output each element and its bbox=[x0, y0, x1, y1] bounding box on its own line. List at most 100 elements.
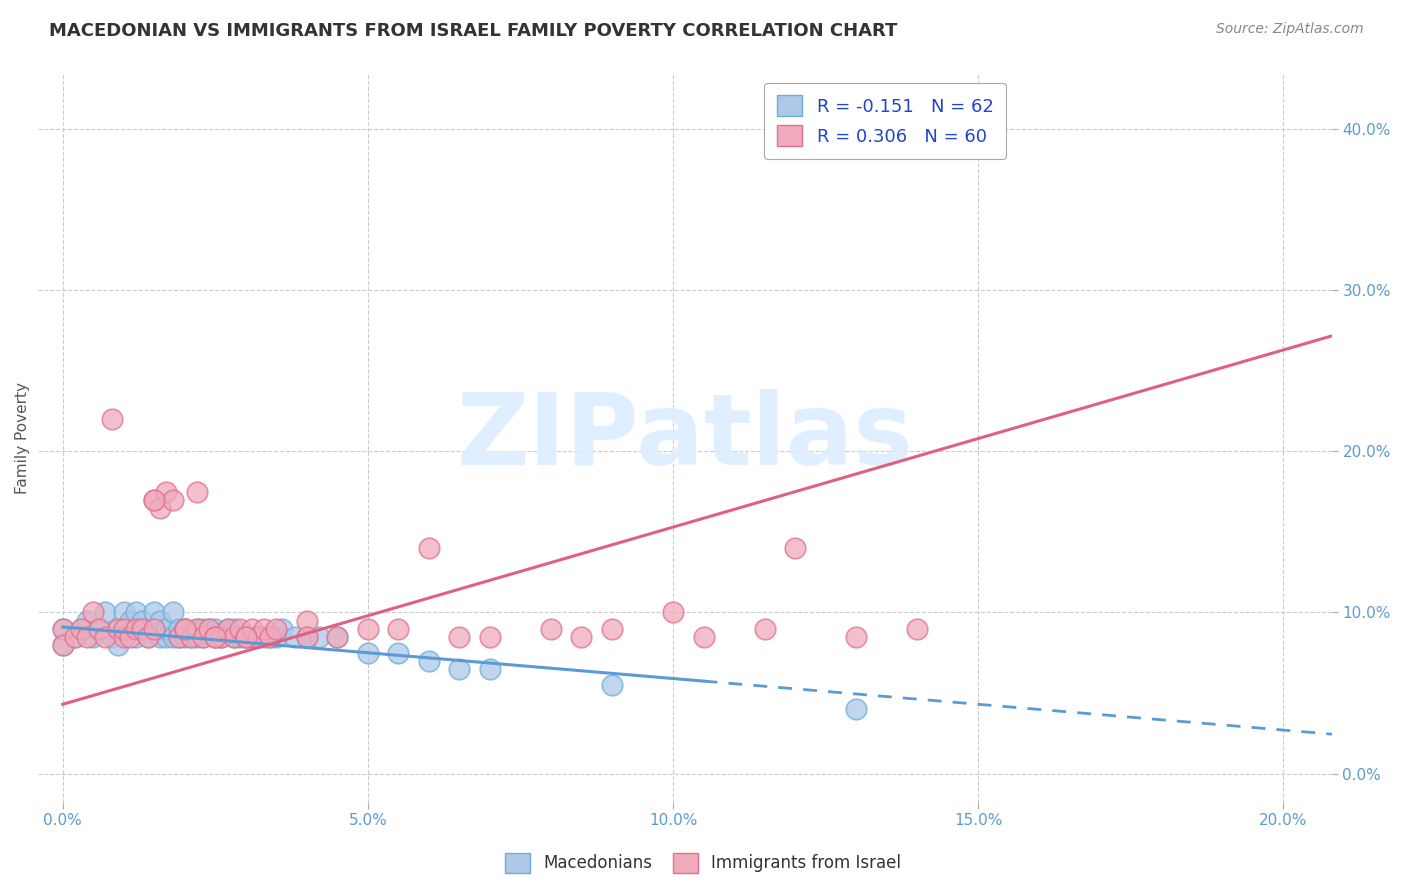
Point bbox=[295, 614, 318, 628]
Point bbox=[186, 622, 208, 636]
Point bbox=[112, 630, 135, 644]
Point bbox=[191, 630, 214, 644]
Point bbox=[217, 622, 239, 636]
Point bbox=[76, 614, 98, 628]
Point bbox=[198, 622, 221, 636]
Point bbox=[253, 622, 276, 636]
Point bbox=[112, 622, 135, 636]
Point bbox=[76, 630, 98, 644]
Point bbox=[326, 630, 349, 644]
Legend: Macedonians, Immigrants from Israel: Macedonians, Immigrants from Israel bbox=[499, 847, 907, 880]
Point bbox=[247, 630, 270, 644]
Point bbox=[82, 606, 104, 620]
Point bbox=[449, 630, 471, 644]
Point bbox=[149, 500, 172, 515]
Point bbox=[600, 678, 623, 692]
Point bbox=[63, 630, 86, 644]
Point bbox=[449, 662, 471, 676]
Point bbox=[783, 541, 806, 555]
Point bbox=[173, 630, 195, 644]
Point bbox=[136, 630, 159, 644]
Point bbox=[308, 630, 330, 644]
Point bbox=[271, 622, 294, 636]
Point bbox=[100, 630, 122, 644]
Legend: R = -0.151   N = 62, R = 0.306   N = 60: R = -0.151 N = 62, R = 0.306 N = 60 bbox=[765, 83, 1007, 159]
Point bbox=[235, 630, 257, 644]
Point bbox=[191, 630, 214, 644]
Point bbox=[204, 622, 226, 636]
Point bbox=[173, 622, 195, 636]
Point bbox=[259, 630, 281, 644]
Point bbox=[131, 622, 153, 636]
Point bbox=[387, 646, 409, 660]
Point bbox=[107, 638, 129, 652]
Point bbox=[259, 630, 281, 644]
Point bbox=[89, 622, 111, 636]
Point bbox=[125, 630, 148, 644]
Point bbox=[204, 630, 226, 644]
Point bbox=[357, 646, 380, 660]
Y-axis label: Family Poverty: Family Poverty bbox=[15, 382, 30, 494]
Point bbox=[266, 622, 288, 636]
Point bbox=[222, 630, 245, 644]
Point bbox=[180, 630, 202, 644]
Point bbox=[149, 614, 172, 628]
Point bbox=[418, 654, 440, 668]
Point bbox=[209, 630, 232, 644]
Point bbox=[284, 630, 307, 644]
Point bbox=[228, 630, 250, 644]
Point bbox=[186, 484, 208, 499]
Point bbox=[235, 630, 257, 644]
Point bbox=[82, 630, 104, 644]
Point bbox=[845, 630, 868, 644]
Point bbox=[155, 630, 177, 644]
Point bbox=[131, 622, 153, 636]
Point bbox=[357, 622, 380, 636]
Point bbox=[180, 630, 202, 644]
Point bbox=[186, 622, 208, 636]
Point bbox=[173, 622, 195, 636]
Point bbox=[107, 622, 129, 636]
Point bbox=[198, 622, 221, 636]
Point bbox=[143, 492, 166, 507]
Point bbox=[845, 702, 868, 716]
Point bbox=[905, 622, 928, 636]
Point bbox=[692, 630, 714, 644]
Point bbox=[155, 484, 177, 499]
Point bbox=[107, 622, 129, 636]
Point bbox=[63, 630, 86, 644]
Point bbox=[118, 630, 141, 644]
Point bbox=[136, 630, 159, 644]
Point bbox=[295, 630, 318, 644]
Point bbox=[112, 606, 135, 620]
Point bbox=[204, 630, 226, 644]
Point bbox=[143, 492, 166, 507]
Point bbox=[94, 630, 117, 644]
Point bbox=[162, 606, 184, 620]
Point bbox=[52, 638, 75, 652]
Text: ZIPatlas: ZIPatlas bbox=[457, 389, 914, 486]
Point bbox=[247, 630, 270, 644]
Point bbox=[70, 622, 93, 636]
Point bbox=[571, 630, 593, 644]
Point bbox=[600, 622, 623, 636]
Point bbox=[131, 614, 153, 628]
Text: Source: ZipAtlas.com: Source: ZipAtlas.com bbox=[1216, 22, 1364, 37]
Point bbox=[52, 622, 75, 636]
Point bbox=[387, 622, 409, 636]
Point bbox=[418, 541, 440, 555]
Point bbox=[52, 622, 75, 636]
Point bbox=[143, 606, 166, 620]
Point bbox=[222, 630, 245, 644]
Point bbox=[228, 622, 250, 636]
Point bbox=[240, 622, 263, 636]
Point bbox=[167, 630, 190, 644]
Point bbox=[295, 630, 318, 644]
Point bbox=[155, 622, 177, 636]
Point bbox=[540, 622, 562, 636]
Point bbox=[266, 630, 288, 644]
Point bbox=[162, 492, 184, 507]
Point bbox=[162, 630, 184, 644]
Point bbox=[326, 630, 349, 644]
Point bbox=[754, 622, 776, 636]
